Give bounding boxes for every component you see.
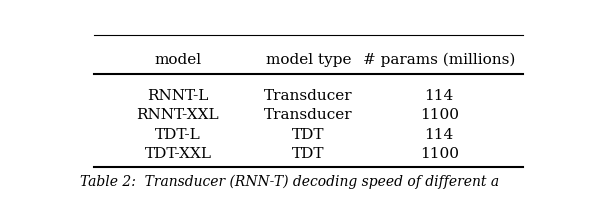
- Text: RNNT-L: RNNT-L: [147, 89, 208, 103]
- Text: # params (millions): # params (millions): [363, 53, 515, 67]
- Text: TDT: TDT: [293, 128, 324, 142]
- Text: TDT-L: TDT-L: [155, 128, 200, 142]
- Text: Table 2:  Transducer (RNN-T) decoding speed of different a: Table 2: Transducer (RNN-T) decoding spe…: [80, 175, 499, 189]
- Text: model: model: [154, 53, 202, 67]
- Text: 1100: 1100: [420, 147, 459, 161]
- Text: Transducer: Transducer: [264, 108, 353, 122]
- Text: 1100: 1100: [420, 108, 459, 122]
- Text: 114: 114: [424, 89, 454, 103]
- Text: TDT: TDT: [293, 147, 324, 161]
- Text: Transducer: Transducer: [264, 89, 353, 103]
- Text: model type: model type: [265, 53, 352, 67]
- Text: 114: 114: [424, 128, 454, 142]
- Text: RNNT-XXL: RNNT-XXL: [137, 108, 219, 122]
- Text: TDT-XXL: TDT-XXL: [144, 147, 211, 161]
